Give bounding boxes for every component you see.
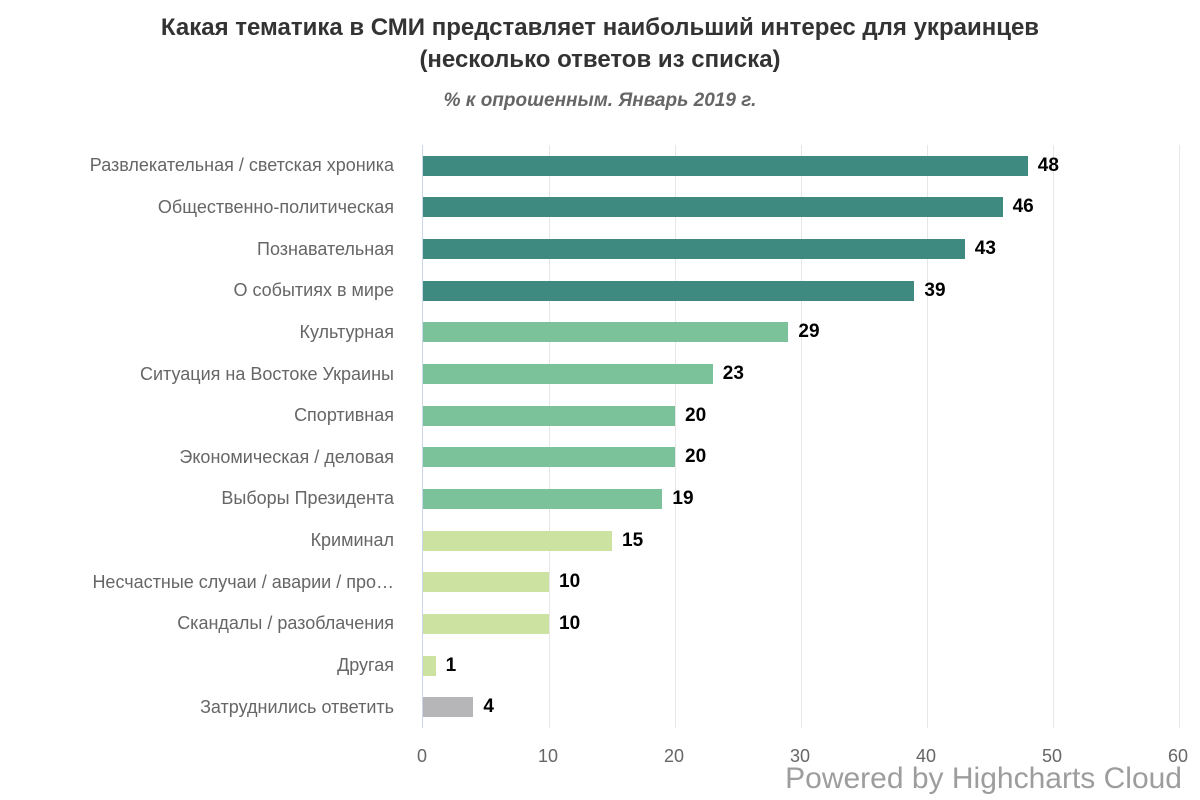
x-tick-label: 50 <box>1041 746 1063 766</box>
grid-line <box>926 145 928 728</box>
bar[interactable] <box>423 530 612 551</box>
bar-value-label: 19 <box>672 487 694 509</box>
bar[interactable] <box>423 155 1028 176</box>
bar-row: 19 <box>423 478 1179 520</box>
category-label: Развлекательная / светская хроника <box>89 155 394 176</box>
category-label: О событиях в мире <box>233 280 394 301</box>
grid-line <box>1178 145 1180 728</box>
x-tick-label: 20 <box>663 746 685 766</box>
grid-line <box>800 145 802 728</box>
category-label: Культурная <box>299 321 394 342</box>
bar-row: 1 <box>423 645 1179 687</box>
category-label: Другая <box>337 655 394 675</box>
bar[interactable] <box>423 239 965 260</box>
bar-value-label: 10 <box>559 571 581 593</box>
bar-rows: 48 46 43 39 29 23 20 20 19 15 10 10 1 4 <box>423 145 1179 728</box>
bar-value-label: 20 <box>685 404 707 426</box>
bar-row: 20 <box>423 395 1179 437</box>
value-axis: 0 10 20 30 40 50 60 <box>0 746 1200 772</box>
x-tick-label: 40 <box>915 746 937 766</box>
bar-row: 43 <box>423 228 1179 270</box>
grid-line <box>674 145 676 728</box>
bar-value-label: 29 <box>798 321 820 343</box>
bar[interactable] <box>423 572 549 593</box>
category-label: Ситуация на Востоке Украины <box>140 363 394 384</box>
bar[interactable] <box>423 364 713 385</box>
bar-value-label: 48 <box>1037 154 1059 176</box>
bar-row: 23 <box>423 353 1179 395</box>
grid-line <box>548 145 550 728</box>
bar-value-label: 10 <box>559 612 581 634</box>
x-tick-label: 0 <box>416 746 428 766</box>
category-label: Экономическая / деловая <box>179 446 394 467</box>
bar[interactable] <box>423 488 663 509</box>
bar-row: 20 <box>423 436 1179 478</box>
bar-value-label: 15 <box>622 529 644 551</box>
bar-row: 10 <box>423 561 1179 603</box>
category-label: Скандалы / разоблачения <box>177 613 394 634</box>
chart-subtitle: % к опрошенным. Январь 2019 г. <box>443 90 757 111</box>
bar[interactable] <box>423 405 675 426</box>
category-label: Несчастные случаи / аварии / про… <box>92 571 394 592</box>
x-tick-label: 30 <box>789 746 811 766</box>
bar-row: 10 <box>423 603 1179 645</box>
category-label: Криминал <box>310 530 394 551</box>
bar[interactable] <box>423 655 436 676</box>
bar[interactable] <box>423 280 915 301</box>
chart-title-text: Какая тематика в СМИ представляет наибол… <box>160 14 1040 73</box>
bar-row: 48 <box>423 145 1179 187</box>
chart-title: Какая тематика в СМИ представляет наибол… <box>0 12 1200 76</box>
plot-area: 48 46 43 39 29 23 20 20 19 15 10 10 1 4 <box>422 145 1180 728</box>
bar-value-label: 46 <box>1012 196 1034 218</box>
x-tick-label: 10 <box>537 746 559 766</box>
bar-row: 46 <box>423 187 1179 229</box>
bar[interactable] <box>423 697 474 718</box>
bar-value-label: 20 <box>685 446 707 468</box>
bar[interactable] <box>423 322 789 343</box>
bar-value-label: 4 <box>483 696 494 718</box>
bar-row: 4 <box>423 686 1179 728</box>
bar-value-label: 1 <box>445 654 457 676</box>
category-axis: Развлекательная / светская хроника Общест… <box>0 145 408 728</box>
bar-row: 15 <box>423 520 1179 562</box>
category-label: Общественно-политическая <box>157 196 394 217</box>
bar[interactable] <box>423 613 549 634</box>
bar-value-label: 43 <box>974 238 996 260</box>
grid-line <box>1052 145 1054 728</box>
bar-row: 29 <box>423 312 1179 354</box>
category-label: Затруднились ответить <box>200 696 394 717</box>
bar-row: 39 <box>423 270 1179 312</box>
x-tick-label: 60 <box>1167 746 1189 766</box>
bar-value-label: 23 <box>722 363 744 385</box>
highcharts-credits-link[interactable]: Powered by Highcharts Cloud <box>785 762 1182 795</box>
bar-value-label: 39 <box>924 279 946 301</box>
category-label: Познавательная <box>257 238 394 259</box>
category-label: Спортивная <box>294 405 394 426</box>
bar[interactable] <box>423 197 1003 218</box>
category-label: Выборы Президента <box>221 488 394 509</box>
bar[interactable] <box>423 447 675 468</box>
